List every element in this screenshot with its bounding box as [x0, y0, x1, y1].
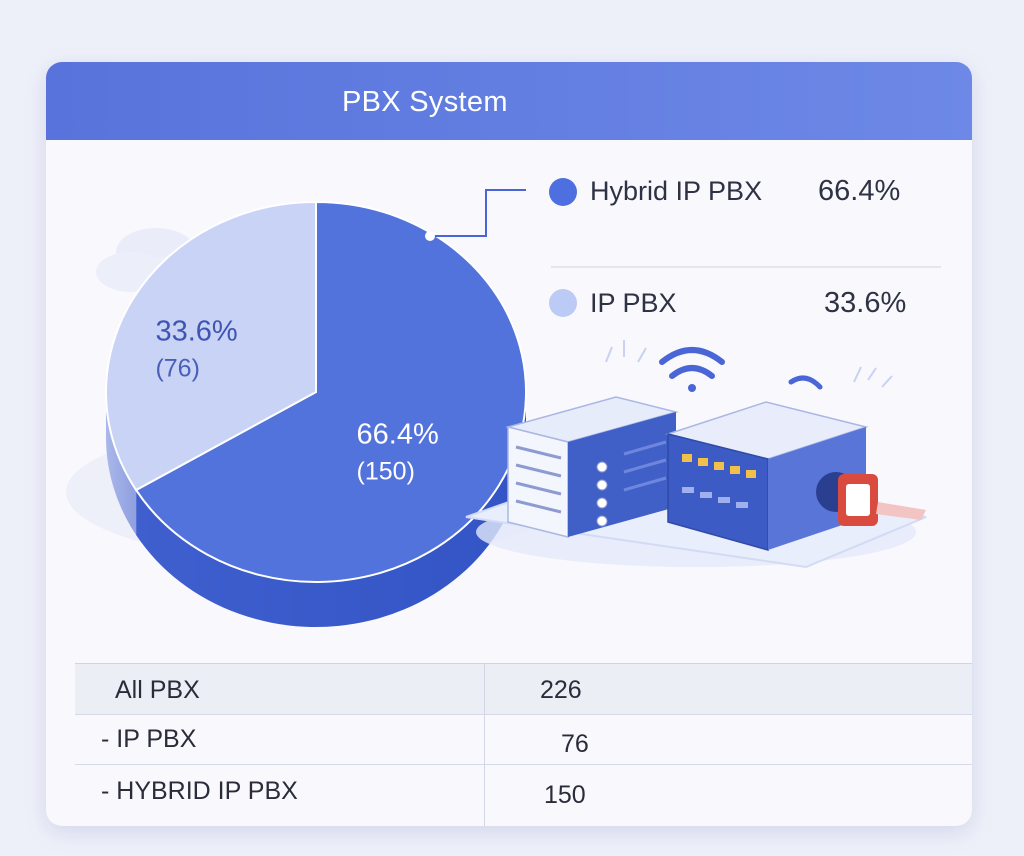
- slice-labels: 66.4% (150) 33.6% (76): [155, 316, 438, 486]
- wifi-icon: [659, 347, 823, 392]
- pbx-summary-table: All PBX 226 - IP PBX 76 - HYBRID IP PBX …: [75, 663, 972, 826]
- pie-side-hybrid-ip-pbx: [136, 392, 526, 628]
- slice-percent-hybrid-ip-pbx: 66.4%: [357, 418, 439, 450]
- pbx-card: PBX System: [46, 62, 972, 826]
- network-switch-icon: [665, 401, 926, 551]
- slice-count-hybrid-ip-pbx: (150): [357, 457, 415, 485]
- table-column-divider: [484, 663, 485, 826]
- pie-slice-hybrid-ip-pbx: [134, 200, 527, 583]
- table-cell-label: - HYBRID IP PBX: [101, 777, 298, 805]
- leader-dot: [425, 231, 435, 241]
- table-cell-label: All PBX: [115, 676, 200, 704]
- pie-chart: 66.4% (150) 33.6% (76): [66, 178, 941, 628]
- legend-value-hybrid-ip-pbx: 66.4%: [818, 175, 901, 207]
- slice-count-ip-pbx: (76): [155, 355, 199, 383]
- page-title: PBX System: [342, 86, 508, 118]
- pie-group: [105, 200, 527, 628]
- table-cell-value: 76: [561, 730, 589, 758]
- table-cell-value: 226: [540, 676, 582, 704]
- legend-label-ip-pbx: IP PBX: [590, 288, 677, 318]
- table-cell-label: - IP PBX: [101, 725, 197, 753]
- legend-value-ip-pbx: 33.6%: [824, 287, 907, 319]
- legend-dot-hybrid-ip-pbx: [549, 178, 577, 206]
- card-header: PBX System: [46, 62, 972, 140]
- table-row-ip-pbx: - IP PBX 76: [75, 714, 972, 765]
- server-rack-icon: [505, 396, 679, 538]
- slice-percent-ip-pbx: 33.6%: [155, 316, 237, 348]
- illustration: [465, 340, 927, 569]
- legend-label-hybrid-ip-pbx: Hybrid IP PBX: [590, 176, 763, 206]
- table-cell-value: 150: [544, 781, 586, 809]
- leader-line: [430, 189, 526, 237]
- table-row-hybrid-ip-pbx: - HYBRID IP PBX 150: [75, 765, 972, 815]
- pie-slice-ip-pbx: [105, 200, 317, 492]
- legend-dot-ip-pbx: [549, 289, 577, 317]
- table-row-all-pbx: All PBX 226: [75, 663, 972, 715]
